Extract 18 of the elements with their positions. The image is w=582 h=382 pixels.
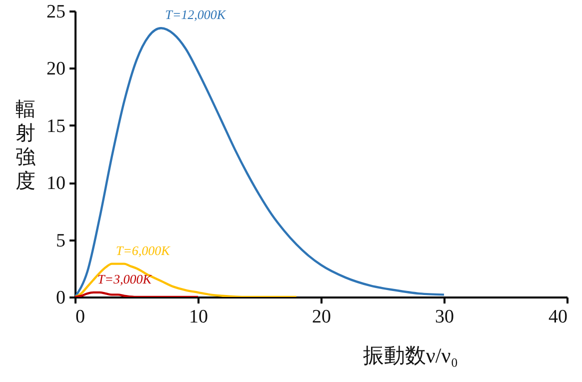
y-tick-label: 5: [56, 230, 66, 252]
y-tick-label: 25: [46, 2, 66, 22]
series-label: T=6,000K: [116, 242, 172, 258]
line-series: [75, 262, 298, 297]
line-series: [75, 27, 446, 297]
y-tick-label: 15: [46, 116, 66, 137]
series-label: T=3,000K: [97, 271, 153, 286]
x-axis-title: 振動数ν/ν₀: [362, 344, 458, 368]
y-tick-label: 20: [46, 58, 66, 80]
x-tick-label: 40: [548, 306, 568, 328]
x-tick-label: 0: [76, 306, 85, 328]
x-tick-label: 20: [312, 306, 331, 328]
x-tick-label: 10: [189, 306, 208, 328]
y-tick-label: 10: [46, 173, 66, 194]
y-tick-label: 0: [56, 288, 66, 308]
series-label: T=12,000K: [165, 7, 227, 22]
y-axis-title: 輻射強度: [16, 98, 36, 192]
x-tick-label: 30: [435, 306, 454, 328]
